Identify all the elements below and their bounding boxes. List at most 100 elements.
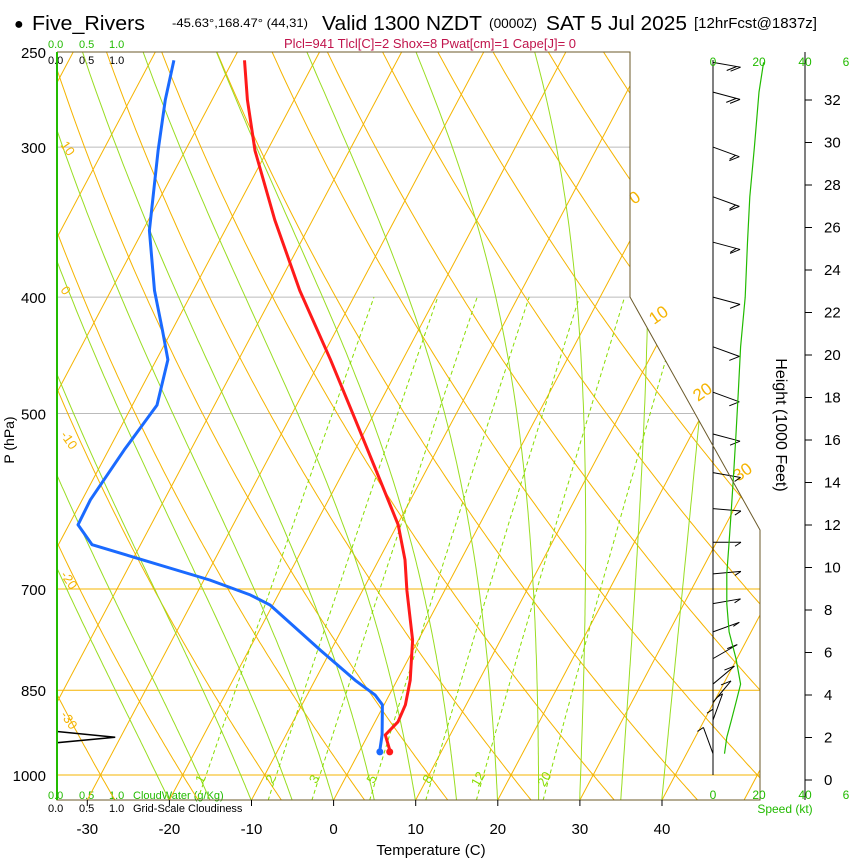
wind-barb-staff [712,196,740,207]
wind-barb-staff [712,693,724,721]
station-bullet: ● [14,16,24,33]
height-tick-label: 30 [824,135,841,152]
height-tick-label: 12 [824,517,841,534]
dry-adiabat [535,52,760,800]
wind-barb-feather [720,680,732,686]
valid-date: SAT 5 Jul 2025 [546,13,687,35]
isotherm-label: -10 [58,428,81,452]
cloudiness-scale-1-bottom: 1.0 [109,803,124,815]
mixing-ratio-line [475,296,626,800]
wind-barb-feather [729,204,736,210]
speed-tick-top: 0 [710,55,717,69]
isotherm-line [497,52,760,800]
speed-tick-bottom: 20 [752,788,766,802]
dry-adiabat [480,52,760,800]
speed-tick-top: 20 [752,55,766,69]
wind-barb [712,693,724,721]
wind-barb [712,621,740,633]
isotherm-line [57,52,168,800]
mixing-ratio-line [425,296,580,800]
cloudiness-profile [56,730,116,749]
isotherm-line [0,31,2,801]
dry-adiabat [371,52,760,800]
x-tick-label: 20 [489,821,506,838]
y-tick-label: 400 [21,290,46,307]
wind-barb-feather [733,621,740,627]
wind-barb-feather [716,693,723,699]
wind-barb-staff [712,146,740,158]
mixing-ratio-line [311,296,478,800]
isotherm-line [415,52,760,800]
wind-barb-feather [729,355,740,361]
height-tick-label: 10 [824,560,841,577]
speed-tick-bottom: 40 [798,788,812,802]
wind-barb-staff [712,680,732,703]
wind-barb-feather [730,66,741,72]
moist-adiabat [57,52,211,800]
height-tick-label: 16 [824,432,841,449]
wind-barb-staff [712,621,740,633]
isotherm-line [250,52,660,800]
height-tick-label: 24 [824,262,841,279]
station-coords: -45.63°,168.47° (44,31) [172,16,308,30]
dry-adiabat [57,52,283,800]
height-tick-label: 26 [824,220,841,237]
wind-barb-feather [729,156,740,162]
wind-barb [706,708,714,738]
wind-barb-staff [712,508,741,512]
isotherm-label: 20 [689,379,715,405]
moist-adiabat [620,52,649,800]
mixing-ratio-label: 8 [419,772,436,786]
wind-barb-staff [712,296,741,305]
wind-barb-feather [729,247,737,253]
dry-adiabat [426,52,760,800]
wind-barb [712,196,740,211]
moist-adiabat [57,52,170,800]
isotherm-line [168,52,578,800]
isotherm-line [57,52,332,800]
dry-adiabat [57,52,116,800]
wind-barb [712,61,741,72]
isotherm-line [86,52,496,800]
isotherm-line [579,52,760,800]
wind-barb-staff [712,665,735,685]
speed-tick-bottom: 0 [710,788,717,802]
dewpoint-profile [76,59,384,751]
wind-barb-feather [726,66,737,71]
height-tick-label: 22 [824,305,841,322]
moist-adiabat [74,52,375,800]
height-tick-label: 4 [824,687,832,704]
utc-time: (0000Z) [489,15,537,31]
moist-adiabat [297,52,499,800]
wind-barb [712,296,741,309]
y-tick-label: 250 [21,45,46,62]
isotherm-label: 10 [645,302,671,328]
dry-adiabat [98,52,532,800]
cloudiness-scale-0-bottom: 0.0 [48,803,63,815]
dry-adiabat [57,52,199,800]
cloudwater-scale-0-bottom: 0.0 [48,790,63,802]
dry-adiabat [57,52,449,800]
wind-barb [712,146,740,162]
speed-axis-label: Speed (kt) [757,802,812,816]
isotherm-line [57,52,250,800]
dry-adiabat [207,52,699,800]
wind-barb [712,665,735,685]
height-tick-label: 32 [824,92,841,109]
mixing-ratio-label: 12 [468,769,488,789]
speed-tick-top: 40 [798,55,812,69]
forecast-info: [12hrFcst@1837z] [694,15,817,32]
wind-barb [712,508,742,516]
cloudiness-scale-0: 0.0 [48,55,63,67]
height-tick-label: 6 [824,645,832,662]
background-lines [0,31,760,801]
height-axis-label: Height (1000 Feet) [772,358,789,491]
height-tick-label: 2 [824,730,832,747]
y-tick-label: 300 [21,140,46,157]
y-tick-label: 1000 [13,768,46,785]
wind-barb-feather [734,541,742,547]
y-tick-label: 500 [21,407,46,424]
wind-barb-feather [726,97,737,103]
